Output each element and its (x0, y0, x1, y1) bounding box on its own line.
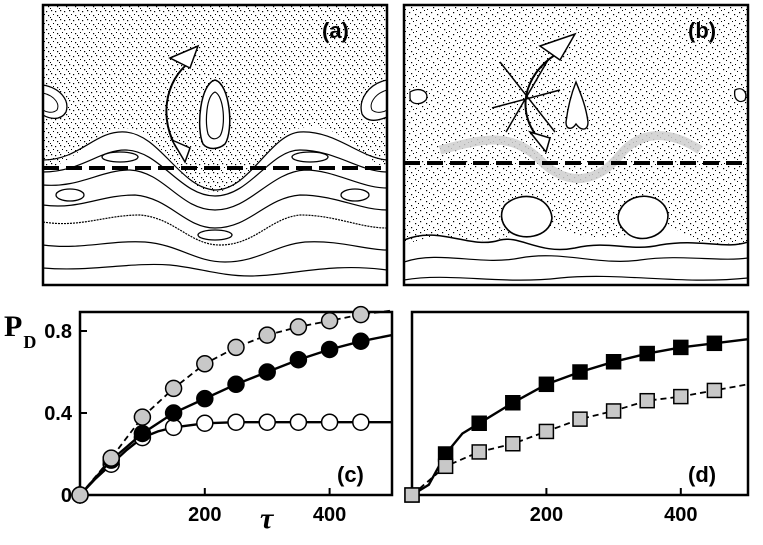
panel-d-series-1-point (505, 436, 521, 452)
panel-b-arrowhead-top (538, 32, 577, 62)
panel-c-series-1-point (258, 363, 276, 381)
panel-c-series-0-point (352, 413, 370, 431)
panel-c-series-2-point (227, 338, 245, 357)
panel-c-y-tick-label: 0.4 (44, 403, 73, 425)
panel-c-series-0-point (289, 413, 308, 431)
panel-b-cross-line-1 (499, 61, 556, 133)
panel-b-frame (402, 3, 750, 287)
panel-d-series-1-point (404, 487, 420, 503)
panel-b-cross-line-3 (505, 59, 549, 133)
panel-b-island-right (734, 88, 747, 103)
panel-c-series-1-point (196, 389, 214, 408)
panel-d-x-tick-label: 200 (530, 504, 563, 526)
panel-c-series-2-point (71, 486, 89, 504)
panel-a-kam-curves (43, 131, 387, 277)
panel-c-label: (c) (337, 462, 364, 487)
panel-a-island-center-inner (205, 91, 225, 140)
panel-a-island-right-inner (370, 89, 387, 113)
panel-a-arrowhead-top (168, 44, 200, 70)
panel-a-island-low-right (291, 151, 329, 163)
panel-d-series (404, 335, 749, 503)
panel-c-y-tick-label: 0 (61, 485, 72, 507)
panel-d-series-0-point (706, 335, 723, 352)
panel-d-series-1-point (673, 388, 689, 405)
panel-d-series-1-point (605, 403, 622, 419)
panel-b-island-center (565, 80, 589, 130)
panel-c-y-tick-label: 0.8 (44, 321, 72, 343)
panel-a (43, 5, 387, 285)
panel-a-frame (41, 3, 389, 287)
panel-d-frame (410, 310, 750, 497)
panel-c-series-0-point (227, 413, 245, 431)
panel-d-series-1-point (471, 444, 487, 460)
panel-d-ticks: 200 400 (530, 488, 697, 526)
panel-d-series-1-point (437, 458, 454, 475)
panel-c-series-1-point (320, 340, 339, 359)
panel-c-series-1-point (227, 375, 245, 394)
panel-d-series-0-point (471, 415, 487, 431)
panel-d: 200 400 (d) (404, 310, 750, 526)
panel-c-series-2-point (289, 318, 308, 336)
panel-b-bottom-curve-1 (404, 255, 748, 263)
panel-c: PD 200 400 0 0.4 0.8 τ (c) (4, 305, 394, 535)
panel-c-frame (78, 310, 394, 497)
panel-a-island-mid-right (340, 188, 370, 202)
panel-c-series-0-point (258, 413, 276, 431)
panel-a-island-low-left (101, 151, 139, 163)
panel-d-label: (d) (688, 462, 716, 487)
panel-c-series-2-point (133, 408, 152, 426)
panel-c-series-2-point (320, 312, 339, 330)
panel-c-series-2-point (352, 305, 370, 324)
panel-b-arrowhead-bottom (527, 130, 551, 154)
panel-a-island-right (360, 79, 387, 122)
panel-b-island-lower-right (617, 195, 669, 240)
panel-c-series-2-line (79, 309, 393, 496)
panel-a-island-mid-left (55, 188, 85, 202)
panel-c-x-tick-label: 400 (313, 504, 346, 526)
panel-d-series-0-point (639, 345, 655, 362)
panel-b-island-lower-left (500, 195, 553, 238)
panel-b-curved-arrow (524, 51, 561, 139)
panel-b-label: (b) (688, 18, 716, 43)
panel-c-series (71, 305, 393, 504)
panel-c-ticks: 200 400 0 0.4 0.8 (44, 321, 346, 526)
y-axis-label: PD (4, 310, 36, 352)
panel-c-series-1-point (352, 332, 370, 350)
panel-c-series-1-point (289, 350, 308, 369)
panel-d-x-tick-label: 400 (664, 504, 697, 526)
panel-b-gray-band (438, 131, 703, 183)
panel-a-arrowhead-bottom (170, 138, 191, 164)
panel-d-series-1-point (538, 423, 555, 440)
panel-c-series-1-point (164, 404, 183, 422)
panel-d-series-0-point (605, 354, 622, 370)
panel-b-separatrix (404, 234, 748, 251)
panel-d-series-1-point (706, 382, 723, 399)
panel-b (404, 5, 748, 285)
panel-c-series-0-point (320, 413, 339, 431)
panel-a-island-left (43, 84, 68, 120)
panel-c-series-0-point (196, 414, 214, 432)
panel-b-bottom-curve-2 (404, 275, 748, 281)
panel-d-series-0-point (673, 339, 689, 356)
x-axis-symbol: τ (260, 502, 275, 535)
panel-c-series-2-point (258, 326, 276, 344)
panel-c-series-2-point (164, 379, 183, 398)
panel-a-label: (a) (322, 18, 349, 43)
panel-c-series-1-point (133, 424, 152, 443)
panel-d-series-1-line (411, 383, 749, 496)
panel-d-series-0-point (505, 395, 521, 411)
panel-c-x-tick-label: 200 (188, 504, 221, 526)
panel-d-series-0-point (538, 376, 555, 393)
panel-d-series-1-point (572, 411, 588, 427)
panel-d-series-1-point (639, 392, 655, 409)
panel-a-island-left-inner (43, 92, 59, 113)
panel-c-series-2-point (102, 449, 120, 467)
panel-c-series-2-point (196, 355, 214, 373)
panel-a-island-bottom (197, 229, 233, 241)
panel-d-series-0-point (572, 364, 588, 380)
panel-b-island-left (409, 88, 428, 105)
y-axis-subscript: D (23, 332, 36, 352)
